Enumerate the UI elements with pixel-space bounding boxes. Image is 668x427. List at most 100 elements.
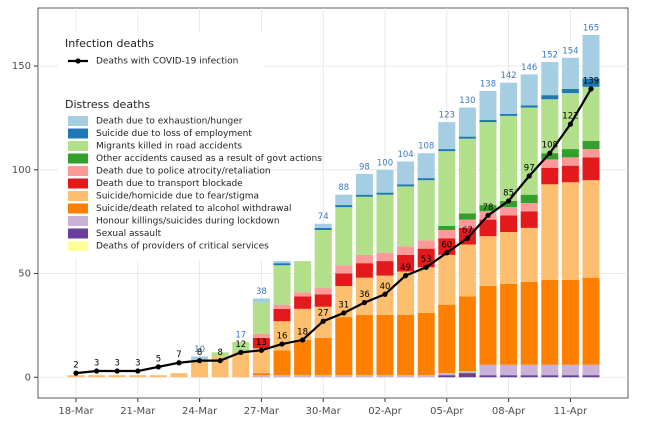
bar-segment: [252, 373, 270, 376]
bar-segment: [397, 161, 415, 185]
legend-label: Death due to exhaustion/hunger: [96, 117, 243, 127]
bar-segment: [561, 364, 579, 376]
legend-label: Suicide due to loss of employment: [96, 129, 252, 139]
bar-segment: [520, 364, 538, 376]
line-point: [567, 121, 574, 127]
bar-segment: [294, 375, 312, 378]
bar-segment: [541, 364, 559, 376]
x-tick-label: 27-Mar: [244, 406, 280, 417]
bar-segment: [582, 277, 600, 365]
bar-segment: [479, 364, 497, 376]
legend-key: [68, 153, 88, 164]
total-label: 108: [418, 142, 434, 152]
legend: Infection deaths Deaths with COVID-19 inf…: [58, 32, 322, 260]
bar-segment: [582, 140, 600, 150]
bar-segment: [479, 219, 497, 237]
bar-segment: [520, 375, 538, 378]
bar-segment: [582, 86, 600, 141]
bar-segment: [479, 120, 497, 123]
bar-segment: [479, 375, 497, 378]
legend-key: [68, 178, 88, 189]
bar-segment: [500, 82, 518, 114]
bar-segment: [355, 375, 373, 378]
bar-segment: [582, 34, 600, 79]
bar-segment: [458, 136, 476, 139]
legend-label: Death due to police atrocity/retaliation: [96, 167, 271, 177]
line-value-label: 27: [318, 309, 329, 319]
bar-segment: [129, 375, 147, 378]
bar-segment: [232, 341, 250, 353]
bar-segment: [561, 375, 579, 378]
bar-segment: [355, 254, 373, 264]
line-point: [279, 341, 285, 347]
total-label: 130: [459, 96, 475, 106]
total-label: 165: [583, 23, 599, 33]
bar-segment: [273, 375, 291, 378]
legend-key: [68, 141, 88, 151]
x-tick-label: 05-Apr: [430, 406, 464, 417]
bar-segment: [376, 261, 394, 276]
line-value-label: 31: [338, 300, 349, 310]
bar-segment: [273, 308, 291, 322]
legend-key: [68, 203, 88, 214]
bar-segment: [458, 107, 476, 137]
line-point: [444, 250, 450, 256]
bar-segment: [458, 138, 476, 214]
legend-label: Sexual assault: [96, 229, 162, 239]
line-point: [135, 368, 141, 374]
line-value-label: 67: [462, 226, 473, 236]
bar-segment: [582, 375, 600, 378]
bar-segment: [355, 263, 373, 278]
line-point: [73, 370, 79, 376]
bar-segment: [561, 165, 579, 183]
line-point: [547, 150, 553, 156]
total-label: 146: [521, 63, 537, 73]
line-point: [464, 235, 470, 241]
line-point: [94, 368, 100, 374]
bar-segment: [273, 265, 291, 305]
line-point: [382, 291, 388, 297]
line-value-label: 49: [400, 263, 411, 273]
bar-segment: [417, 178, 435, 181]
bar-segment: [541, 184, 559, 280]
legend-label: Death due to transport blockade: [96, 179, 243, 189]
line-value-label: 7: [176, 350, 181, 360]
bar-segment: [438, 225, 456, 230]
x-tick-label: 11-Apr: [554, 406, 588, 417]
bar-segment: [376, 252, 394, 262]
legend-key: [68, 116, 88, 126]
bar-segment: [541, 375, 559, 378]
bar-segment: [458, 244, 476, 297]
line-value-label: 53: [421, 255, 432, 265]
line-value-label: 12: [235, 340, 246, 350]
line-value-label: 36: [359, 290, 370, 300]
total-label: 138: [480, 79, 496, 89]
legend-key: [68, 216, 88, 226]
line-value-label: 108: [542, 141, 558, 151]
bar-segment: [397, 184, 415, 187]
total-label: 74: [318, 212, 329, 222]
bar-segment: [438, 151, 456, 226]
bar-segment: [376, 315, 394, 376]
bar-segment: [500, 232, 518, 284]
bar-segment: [582, 157, 600, 181]
line-value-label: 40: [380, 282, 391, 292]
line-point: [320, 318, 326, 324]
bar-segment: [397, 271, 415, 316]
bar-segment: [520, 227, 538, 282]
line-value-label: 139: [583, 76, 599, 86]
bar-segment: [397, 375, 415, 378]
bar-segment: [273, 350, 291, 376]
y-tick-label: 0: [25, 372, 31, 383]
bar-segment: [500, 215, 518, 233]
line-value-label: 78: [483, 203, 494, 213]
bar-segment: [479, 285, 497, 365]
line-point: [423, 264, 429, 270]
line-point: [506, 198, 512, 204]
bar-segment: [314, 288, 332, 295]
y-tick-label: 150: [12, 61, 31, 72]
bar-segment: [170, 373, 188, 378]
total-label: 104: [397, 150, 413, 160]
legend-label: Deaths of providers of critical services: [96, 242, 269, 252]
bar-segment: [355, 315, 373, 376]
